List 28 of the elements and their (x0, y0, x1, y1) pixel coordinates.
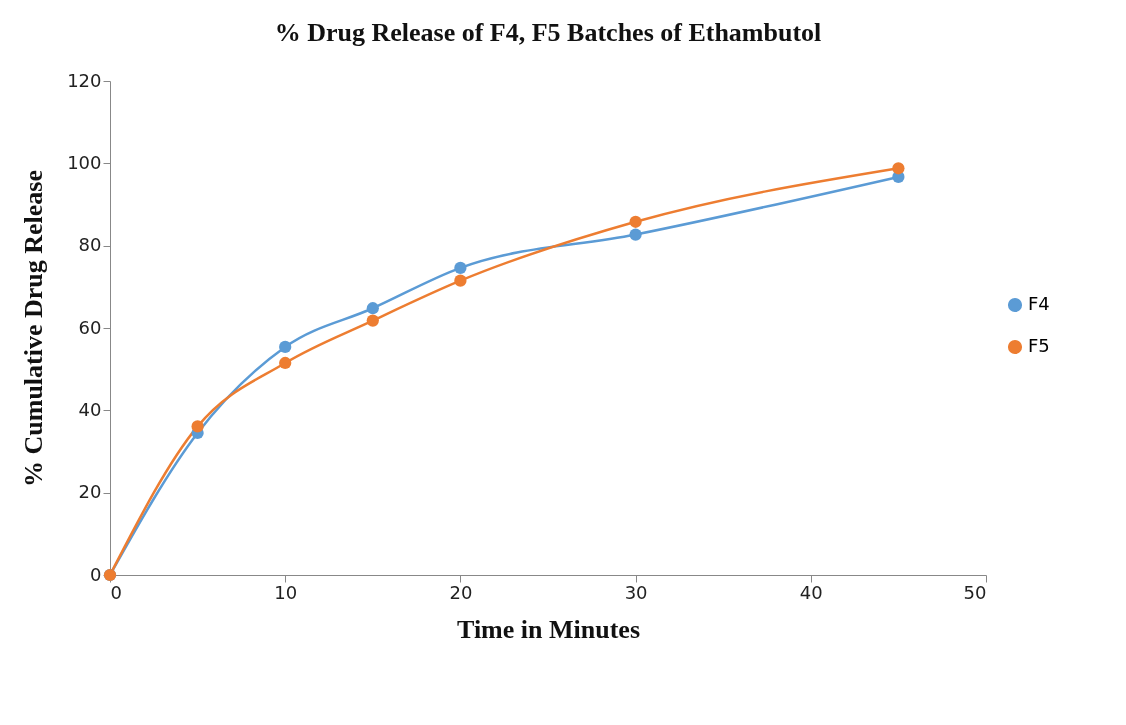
point (191, 420, 204, 433)
x-tick-label: 40 (799, 581, 823, 603)
y-tick-label: 100 (67, 151, 102, 173)
point (892, 162, 905, 175)
point (629, 215, 642, 228)
x-tick-label: 10 (274, 581, 298, 603)
x-tick-label: 30 (624, 581, 648, 603)
y-tick-label: 20 (78, 481, 102, 503)
point (366, 302, 379, 315)
point (279, 340, 292, 354)
point (366, 314, 379, 327)
y-tick-label: 60 (78, 316, 102, 338)
point (454, 274, 467, 287)
chart-title: % Drug Release of F4, F5 Batches of Ethambutol (274, 18, 822, 47)
y-tick-label: 0 (90, 563, 102, 585)
x-axis-title: Time in Minutes (457, 614, 640, 644)
legend-label: F4 (1028, 293, 1050, 314)
x-tick-label: 20 (449, 581, 473, 603)
point (454, 261, 467, 275)
point (279, 356, 292, 370)
y-tick-label: 120 (67, 69, 102, 91)
legend-label: F5 (1028, 335, 1050, 356)
y-tick-label: 40 (78, 398, 102, 420)
point (629, 228, 642, 241)
y-tick-label: 80 (78, 234, 102, 256)
x-tick-label: 0 (110, 581, 122, 603)
x-tick-label: 50 (963, 581, 987, 603)
y-axis-title: % Cumulative Drug Release (19, 169, 49, 488)
